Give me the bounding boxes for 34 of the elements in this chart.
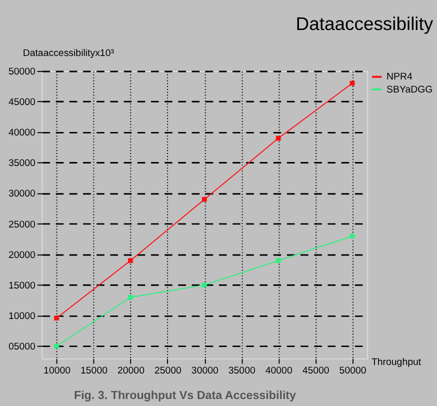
x-tick-label: 45000 xyxy=(302,366,330,376)
x-tick-label: 40000 xyxy=(265,366,293,376)
point xyxy=(202,197,207,202)
legend-label: SBYaDGG xyxy=(386,84,433,96)
point xyxy=(276,136,281,141)
y-tick-label: 45000 xyxy=(8,96,36,108)
x-tick-label: 20000 xyxy=(117,366,146,376)
y-tick-label: 20000 xyxy=(8,250,36,261)
point xyxy=(350,234,355,239)
point xyxy=(54,316,59,321)
chart-title: Dataaccessibility xyxy=(296,13,434,34)
y-tick-label: 25000 xyxy=(8,219,36,230)
y-tick-label: 35000 xyxy=(8,158,36,170)
point xyxy=(202,282,207,288)
y-tick-label: 30000 xyxy=(8,188,36,200)
y-tick-label: 05000 xyxy=(8,342,36,353)
point xyxy=(54,344,59,349)
y-axis-title: Dataaccessibilityx10³ xyxy=(22,48,115,59)
y-tick-label: 10000 xyxy=(8,311,36,322)
legend-label: NPR4 xyxy=(386,72,413,83)
point xyxy=(128,258,133,264)
x-tick-label: 10000 xyxy=(44,366,72,376)
x-axis-title: Throughput xyxy=(371,356,422,368)
point xyxy=(276,258,281,264)
y-tick-label: 40000 xyxy=(8,128,36,139)
x-tick-label: 15000 xyxy=(80,366,108,376)
point xyxy=(128,294,133,300)
x-tick-label: 25000 xyxy=(154,366,182,376)
y-tick-label: 15000 xyxy=(8,280,36,292)
x-tick-label: 30000 xyxy=(191,366,219,376)
x-tick-label: 35000 xyxy=(228,366,256,376)
caption: Fig. 3. Throughput Vs Data Accessibility xyxy=(74,389,297,402)
y-tick-label: 50000 xyxy=(8,66,36,78)
x-tick-label: 50000 xyxy=(339,366,367,376)
